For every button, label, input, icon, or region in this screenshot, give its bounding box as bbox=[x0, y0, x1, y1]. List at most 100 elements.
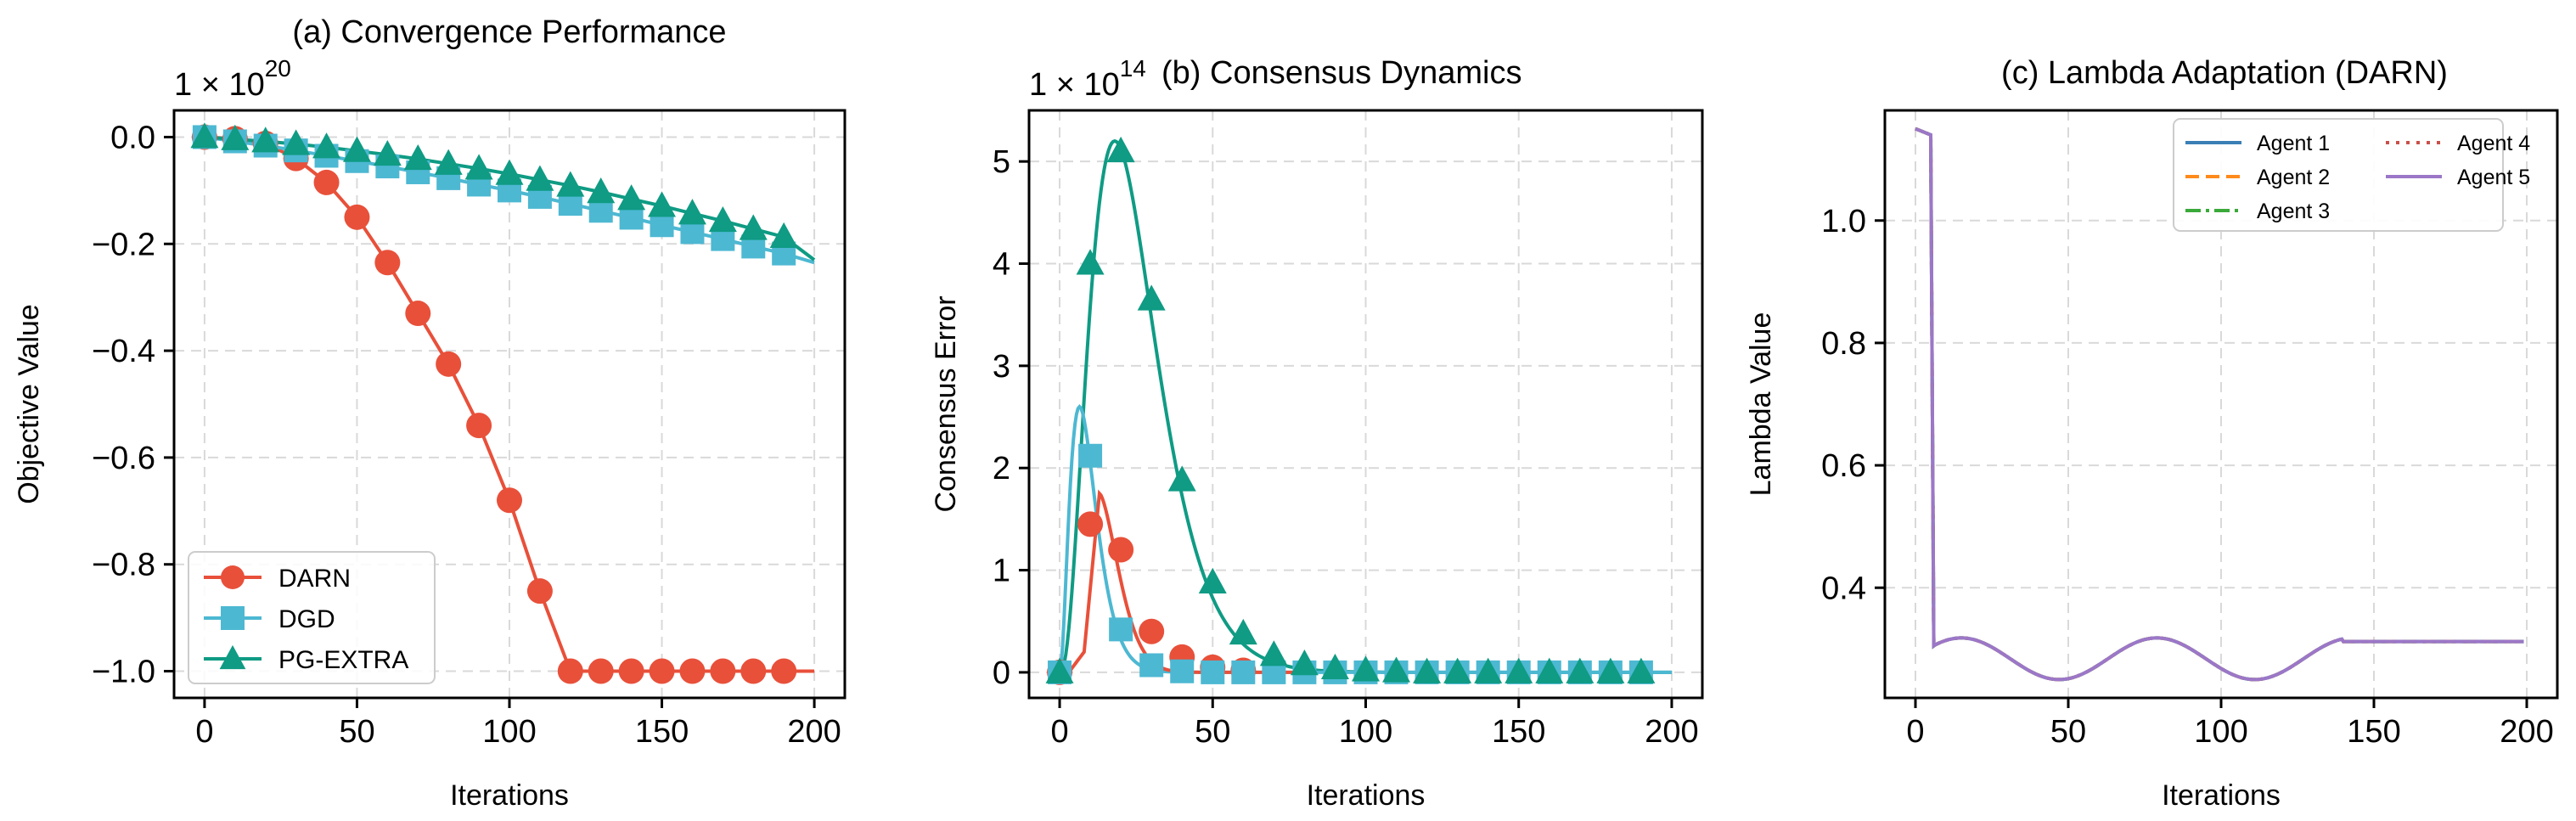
offset-text-a: 1 × 1020 bbox=[174, 55, 291, 103]
series-lines-c bbox=[1915, 127, 2524, 682]
offset-text-b: 1 × 1014 bbox=[1029, 55, 1146, 103]
marker-circle bbox=[313, 169, 340, 195]
marker-square bbox=[650, 213, 674, 238]
marker-triangle bbox=[1198, 567, 1227, 593]
marker-triangle bbox=[1259, 640, 1288, 666]
tick-label-x: 0 bbox=[1050, 714, 1068, 750]
marker-circle bbox=[344, 204, 370, 230]
marker-circle bbox=[436, 351, 462, 377]
marker-triangle bbox=[495, 159, 524, 185]
grid-c bbox=[1885, 110, 2557, 698]
ylabel-c: Lambda Value bbox=[1745, 312, 1777, 497]
marker-square bbox=[1078, 443, 1103, 468]
marker-triangle bbox=[1076, 249, 1105, 275]
tick-label-y: 1.0 bbox=[1821, 204, 1866, 239]
tick-label-y: 0.6 bbox=[1821, 448, 1866, 484]
ticks-a: 0 50 100 150 200 0.0 −0.2 −0.4 −0.6 −0.8 −1.0 bbox=[92, 120, 841, 750]
panel-lambda-adaptation: 0 50 100 150 200 0.4 0.6 0.8 1.0 (c) Lambda Adap… bbox=[1745, 55, 2559, 812]
marker-circle bbox=[1139, 618, 1165, 644]
marker-circle bbox=[405, 301, 431, 327]
marker-triangle bbox=[587, 177, 616, 204]
title-a: (a) Convergence Performance bbox=[292, 14, 726, 50]
marker-circle bbox=[374, 250, 401, 276]
marker-triangle bbox=[373, 139, 402, 166]
legend-label-agent-4: Agent 4 bbox=[2457, 132, 2530, 155]
tick-label-x: 200 bbox=[2500, 714, 2553, 750]
marker-circle bbox=[618, 658, 644, 684]
marker-triangle bbox=[1474, 657, 1503, 683]
tick-label-y: 0.8 bbox=[1821, 326, 1866, 362]
marker-triangle bbox=[403, 143, 432, 171]
marker-circle bbox=[221, 565, 245, 589]
marker-triangle bbox=[1382, 656, 1411, 683]
legend-label-dgd: DGD bbox=[278, 605, 335, 633]
ylabel-b: Consensus Error bbox=[930, 295, 962, 512]
tick-label-x: 200 bbox=[787, 714, 841, 750]
marker-triangle bbox=[1596, 657, 1625, 683]
tick-label-x: 100 bbox=[1339, 714, 1392, 750]
marker-circle bbox=[466, 413, 492, 439]
tick-label-y: 4 bbox=[993, 247, 1010, 283]
series-line-agent-5 bbox=[1915, 127, 2524, 682]
marker-square bbox=[1170, 659, 1195, 683]
marker-circle bbox=[526, 578, 553, 605]
tick-label-x: 100 bbox=[482, 714, 536, 750]
marker-triangle bbox=[1137, 284, 1166, 311]
legend-label-agent-2: Agent 2 bbox=[2257, 166, 2330, 189]
offset-base-b: 1 × 10 bbox=[1029, 67, 1120, 103]
grid-b bbox=[1029, 110, 1702, 698]
tick-label-y: 0 bbox=[993, 655, 1010, 691]
marker-triangle bbox=[1627, 657, 1656, 683]
marker-square bbox=[1231, 660, 1256, 684]
marker-triangle bbox=[1045, 657, 1074, 683]
marker-triangle bbox=[769, 222, 798, 249]
marker-triangle bbox=[1443, 657, 1472, 683]
marker-triangle bbox=[1505, 657, 1533, 683]
panel-consensus-dynamics: 0 50 100 150 200 0 1 2 3 4 5 (b) Consensus Dynamic… bbox=[930, 55, 1704, 812]
tick-label-y: −1.0 bbox=[92, 655, 155, 690]
tick-label-x: 50 bbox=[1195, 714, 1230, 750]
ylabel-a: Objective Value bbox=[13, 304, 45, 504]
legend-label-pg-extra: PG-EXTRA bbox=[278, 646, 408, 674]
tick-label-x: 150 bbox=[2347, 714, 2400, 750]
xlabel-b: Iterations bbox=[1307, 779, 1426, 812]
tick-label-x: 100 bbox=[2194, 714, 2247, 750]
tick-label-x: 150 bbox=[1492, 714, 1545, 750]
legend-box-c bbox=[2173, 118, 2504, 232]
marker-triangle bbox=[617, 184, 646, 211]
marker-triangle bbox=[739, 214, 768, 240]
marker-triangle bbox=[190, 122, 219, 149]
legend-label-agent-5: Agent 5 bbox=[2457, 166, 2530, 189]
marker-triangle bbox=[1106, 136, 1135, 163]
title-c: (c) Lambda Adaptation (DARN) bbox=[2001, 55, 2448, 91]
tick-label-y: 1 bbox=[993, 554, 1010, 589]
marker-triangle bbox=[648, 191, 677, 217]
tick-label-x: 50 bbox=[339, 714, 374, 750]
marker-circle bbox=[588, 658, 614, 684]
marker-triangle bbox=[312, 132, 341, 159]
marker-triangle bbox=[221, 124, 250, 150]
marker-triangle bbox=[251, 127, 280, 153]
title-b: (b) Consensus Dynamics bbox=[1161, 55, 1521, 91]
marker-triangle bbox=[1290, 649, 1319, 676]
ticks-b: 0 50 100 150 200 0 1 2 3 4 5 bbox=[993, 144, 1699, 750]
xlabel-a: Iterations bbox=[450, 779, 569, 812]
marker-triangle bbox=[342, 136, 371, 162]
marker-square bbox=[1109, 617, 1133, 642]
marker-circle bbox=[771, 658, 797, 684]
series-markers-b bbox=[1045, 136, 1656, 685]
legend-c: Agent 1 Agent 2 Agent 3 Agent 4 Agent 5 bbox=[2173, 118, 2530, 232]
marker-square bbox=[1201, 660, 1225, 684]
tick-label-y: 2 bbox=[993, 451, 1010, 486]
marker-triangle bbox=[1535, 657, 1564, 683]
marker-triangle bbox=[434, 149, 463, 175]
panel-convergence-performance: 0 50 100 150 200 0.0 −0.2 −0.4 −0.6 −0.8 −1.0 (a) … bbox=[13, 14, 846, 812]
marker-circle bbox=[740, 658, 767, 684]
tick-label-x: 200 bbox=[1645, 714, 1698, 750]
legend-a: DARN DGD PG-EXTRA bbox=[188, 551, 436, 684]
tick-label-y: −0.4 bbox=[92, 334, 155, 369]
tick-label-y: −0.6 bbox=[92, 441, 155, 476]
marker-triangle bbox=[464, 154, 493, 180]
marker-triangle bbox=[282, 129, 311, 155]
